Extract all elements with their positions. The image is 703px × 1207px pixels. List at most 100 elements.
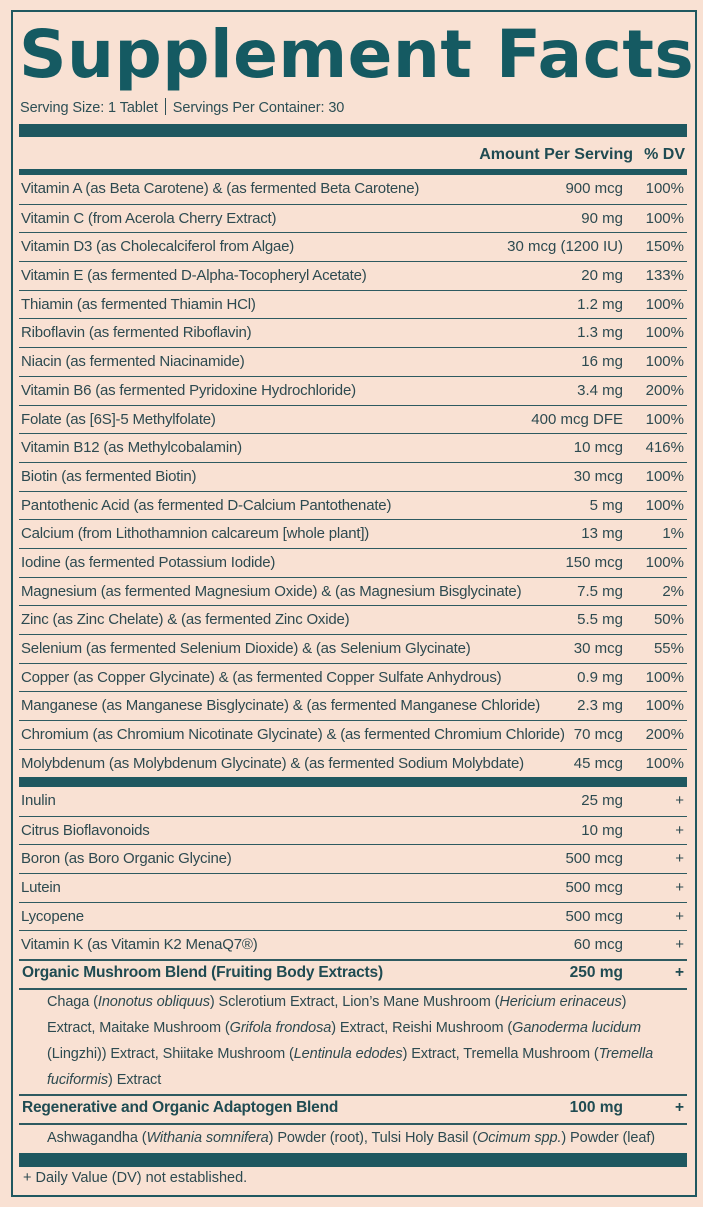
- nutrient-name: Biotin (as fermented Biotin): [21, 467, 197, 485]
- nutrient-name: Boron (as Boro Organic Glycine): [21, 850, 232, 868]
- nutrient-amount: 30 mcg (1200 IU): [507, 238, 623, 256]
- nutrient-amount: 500 mcg: [565, 879, 623, 897]
- nutrient-amount: 7.5 mg: [577, 582, 623, 600]
- nutrient-dv: +: [675, 936, 684, 954]
- nutrient-name: Citrus Bioflavonoids: [21, 821, 150, 839]
- table-row: Zinc (as Zinc Chelate) & (as fermented Z…: [19, 605, 687, 634]
- divider-line: [19, 988, 687, 990]
- nutrient-name: Vitamin D3 (as Cholecalciferol from Alga…: [21, 238, 295, 256]
- nutrient-dv: +: [675, 907, 684, 925]
- table-row: Boron (as Boro Organic Glycine) 500 mcg +: [19, 844, 687, 873]
- nutrient-name: Selenium (as fermented Selenium Dioxide)…: [21, 640, 471, 657]
- nutrient-dv: 100%: [645, 467, 684, 485]
- table-row: Citrus Bioflavonoids 10 mg +: [19, 815, 687, 845]
- description-text: Ashwagandha (: [47, 1130, 147, 1146]
- description-text: ) Extract, Reishi Mushroom (: [331, 1020, 513, 1036]
- serving-separator: [164, 98, 166, 115]
- adaptogen-blend-description: Ashwagandha (Withania somnifera) Powder …: [47, 1125, 677, 1151]
- nutrient-amount: 13 mg: [581, 525, 623, 543]
- nutrient-amount: 60 mcg: [573, 936, 623, 954]
- species-name: Tremella fuciformis: [47, 1046, 654, 1088]
- nutrient-dv: 200%: [645, 381, 684, 399]
- table-row: Chromium (as Chromium Nicotinate Glycina…: [19, 720, 687, 749]
- nutrient-amount: 5 mg: [589, 496, 623, 514]
- nutrient-dv: 100%: [645, 353, 684, 371]
- nutrient-dv: 100%: [645, 668, 684, 686]
- nutrient-amount: 30 mcg: [573, 467, 623, 485]
- nutrient-dv: 100%: [645, 697, 684, 715]
- description-text: ) Extract, Tremella Mushroom (: [402, 1046, 599, 1062]
- description-text: ) Powder (leaf): [561, 1130, 655, 1146]
- nutrient-name: Vitamin B6 (as fermented Pyridoxine Hydr…: [21, 381, 356, 399]
- nutrient-dv: 100%: [645, 496, 684, 514]
- supplement-facts-panel: Supplement Facts Serving Size: 1 Tablet S…: [11, 10, 697, 1197]
- nutrient-name: Vitamin A (as Beta Carotene) & (as ferme…: [21, 180, 420, 197]
- nutrient-name: Riboflavin (as fermented Riboflavin): [21, 324, 252, 342]
- thick-divider-middle: [19, 777, 687, 787]
- nutrient-name: Vitamin K (as Vitamin K2 MenaQ7®): [21, 936, 258, 954]
- nutrient-dv: 100%: [645, 180, 684, 197]
- species-name: Lentinula edodes: [293, 1046, 403, 1062]
- table-row: Copper (as Copper Glycinate) & (as ferme…: [19, 662, 687, 692]
- nutrient-amount: 16 mg: [581, 353, 623, 371]
- nutrient-amount: 2.3 mg: [577, 697, 623, 715]
- nutrient-dv: +: [675, 879, 684, 897]
- other-ingredients-list: Inulin 25 mg + Citrus Bioflavonoids 10 mg + Bo…: [19, 787, 687, 959]
- table-row: Vitamin B6 (as fermented Pyridoxine Hydr…: [19, 375, 687, 405]
- thick-divider-top: [19, 124, 687, 137]
- blend-name: Regenerative and Organic Adaptogen Blend: [22, 1099, 339, 1116]
- nutrient-dv: +: [675, 850, 684, 868]
- table-row: Folate (as [6S]-5 Methylfolate) 400 mcg D…: [19, 404, 687, 434]
- species-name: Hericium erinaceus: [499, 994, 622, 1010]
- table-row: Biotin (as fermented Biotin) 30 mcg 100%: [19, 461, 687, 491]
- nutrient-amount: 45 mcg: [573, 754, 623, 772]
- nutrient-name: Vitamin B12 (as Methylcobalamin): [21, 439, 242, 457]
- thick-divider-bottom: [19, 1153, 687, 1167]
- nutrient-dv: +: [675, 821, 684, 839]
- nutrient-amount: 70 mcg: [573, 726, 623, 744]
- nutrient-amount: 1.2 mg: [577, 295, 623, 313]
- servings-per-container: Servings Per Container: 30: [172, 100, 345, 116]
- nutrient-amount: 90 mg: [581, 209, 623, 227]
- table-row: Thiamin (as fermented Thiamin HCl) 1.2 mg…: [19, 289, 687, 319]
- table-row: Magnesium (as fermented Magnesium Oxide)…: [19, 576, 687, 606]
- table-row: Vitamin C (from Acerola Cherry Extract) 9…: [19, 203, 687, 233]
- species-name: Inonotus obliquus: [97, 994, 210, 1010]
- blend-dv: +: [674, 1099, 684, 1116]
- mushroom-blend-description: Chaga (Inonotus obliquus) Sclerotium Ext…: [47, 989, 677, 1093]
- description-text: ) Extract: [108, 1072, 162, 1088]
- nutrient-name: Thiamin (as fermented Thiamin HCl): [21, 295, 256, 313]
- serving-size: Serving Size: 1 Tablet: [20, 100, 158, 116]
- species-name: Ganoderma lucidum: [512, 1020, 642, 1036]
- table-row: Calcium (from Lithothamnion calcareum [w…: [19, 519, 687, 548]
- nutrient-name: Inulin: [21, 792, 56, 809]
- nutrient-name: Pantothenic Acid (as fermented D-Calcium…: [21, 496, 392, 514]
- table-row: Lutein 500 mcg +: [19, 873, 687, 902]
- nutrient-amount: 1.3 mg: [577, 324, 623, 342]
- nutrient-name: Lycopene: [21, 907, 84, 925]
- blend-dv: +: [674, 964, 684, 981]
- description-text: ) Powder (root), Tulsi Holy Basil (: [268, 1130, 478, 1146]
- table-row: Inulin 25 mg +: [19, 787, 687, 816]
- nutrient-amount: 20 mg: [581, 267, 623, 285]
- nutrient-dv: 100%: [645, 754, 684, 772]
- nutrient-dv: 100%: [645, 295, 684, 313]
- species-name: Withania somnifera: [146, 1130, 269, 1146]
- amount-header: Amount Per Serving: [479, 146, 633, 163]
- adaptogen-blend-row: Regenerative and Organic Adaptogen Blend…: [19, 1094, 687, 1123]
- nutrient-amount: 0.9 mg: [577, 668, 623, 686]
- description-text: Chaga (: [47, 994, 98, 1010]
- nutrient-dv: 50%: [653, 611, 684, 629]
- nutrient-amount: 3.4 mg: [577, 381, 623, 399]
- nutrient-dv: 100%: [645, 410, 684, 428]
- nutrient-name: Zinc (as Zinc Chelate) & (as fermented Z…: [21, 611, 350, 629]
- header-divider: [19, 169, 687, 175]
- nutrient-name: Calcium (from Lithothamnion calcareum [w…: [21, 525, 370, 543]
- nutrient-amount: 25 mg: [581, 792, 623, 809]
- serving-info: Serving Size: 1 Tablet Servings Per Conta…: [20, 98, 344, 116]
- table-row: Vitamin D3 (as Cholecalciferol from Alga…: [19, 232, 687, 261]
- nutrient-amount: 900 mcg: [565, 180, 623, 197]
- nutrient-dv: +: [675, 792, 684, 809]
- dv-header: % DV: [644, 146, 685, 163]
- table-row: Vitamin E (as fermented D-Alpha-Tocopher…: [19, 261, 687, 290]
